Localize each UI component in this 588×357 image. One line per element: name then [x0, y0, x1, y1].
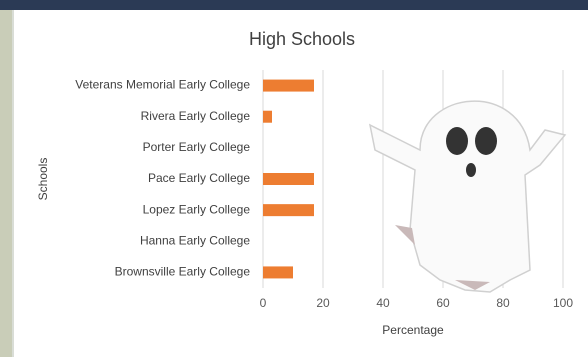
bar	[263, 110, 272, 123]
side-strip	[0, 10, 12, 357]
ghost	[368, 100, 567, 293]
x-tick-label: 40	[376, 296, 390, 310]
y-tick-label: Veterans Memorial Early College	[75, 78, 250, 92]
x-tick-label: 80	[496, 296, 510, 310]
y-tick-label: Lopez Early College	[143, 202, 251, 216]
x-tick-label: 20	[316, 296, 330, 310]
x-tick-label: 60	[436, 296, 450, 310]
chart-title: High Schools	[249, 29, 355, 49]
bar	[263, 173, 314, 185]
x-axis-label: Percentage	[382, 323, 444, 337]
bar	[263, 79, 314, 92]
x-tick-label: 0	[260, 296, 267, 310]
y-tick-label: Brownsville Early College	[115, 265, 251, 279]
window-strip	[0, 0, 588, 10]
y-tick-label: Hanna Early College	[140, 233, 250, 247]
y-tick-label: Pace Early College	[148, 171, 250, 185]
y-axis-label: Schools	[36, 158, 50, 201]
bar	[263, 204, 314, 217]
bar	[263, 266, 293, 279]
x-tick-label: 100	[553, 296, 573, 310]
y-tick-label: Rivera Early College	[141, 109, 251, 123]
y-tick-label: Porter Early College	[143, 140, 251, 154]
